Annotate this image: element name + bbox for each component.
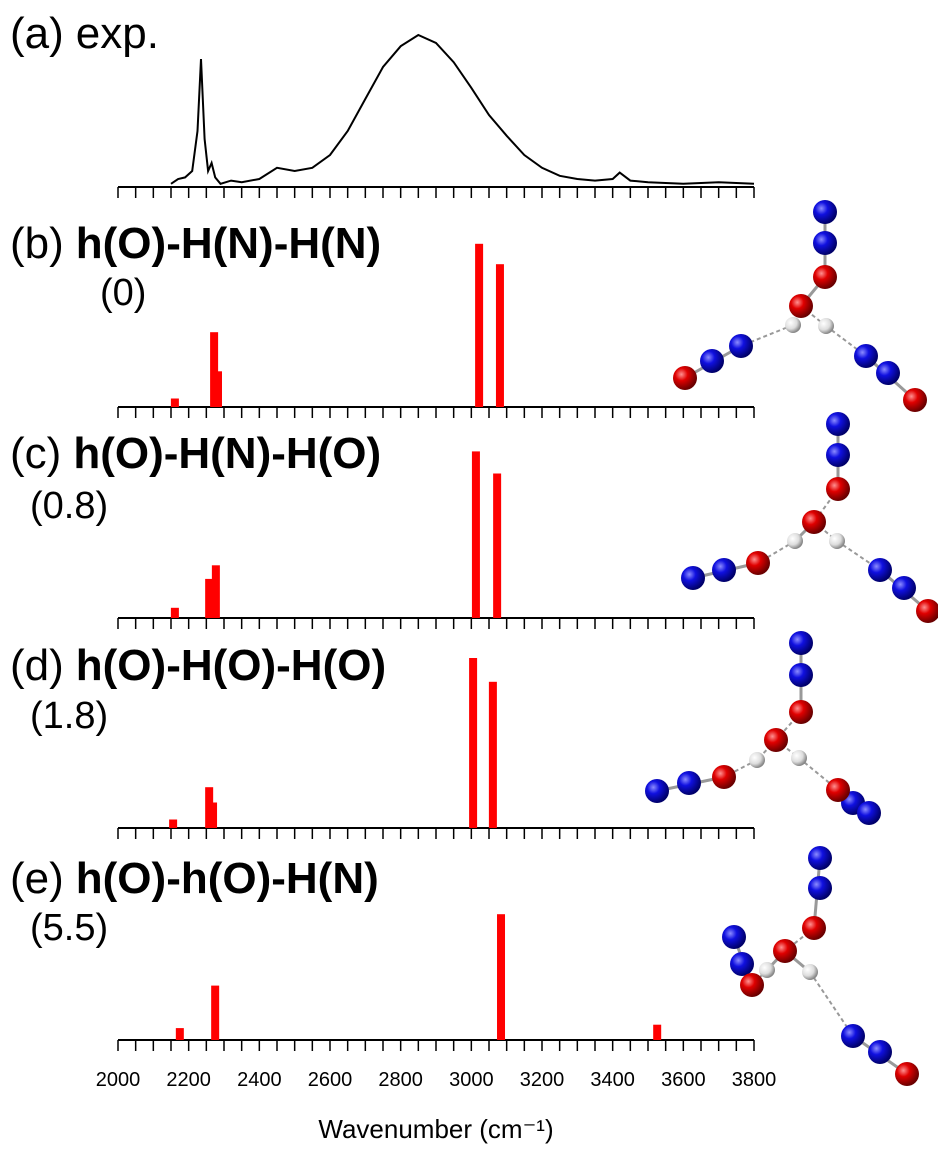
- stick-bar: [472, 451, 480, 618]
- stick-bar: [171, 399, 179, 408]
- oxygen-atom: [764, 728, 788, 752]
- stick-bar: [212, 565, 220, 618]
- nitrogen-atom: [722, 925, 746, 949]
- panel-title: h(O)-h(O)-H(N): [76, 854, 379, 903]
- hydrogen-atom: [759, 962, 775, 978]
- oxygen-atom: [740, 973, 764, 997]
- x-tick-label: 2800: [378, 1069, 423, 1091]
- page: {"chart_data": [ {"type": "line", "label…: [0, 0, 938, 1151]
- nitrogen-atom: [808, 876, 832, 900]
- oxygen-atom: [712, 765, 736, 789]
- stick-bar: [469, 658, 477, 828]
- nitrogen-atom: [813, 200, 837, 224]
- stick-bar: [475, 244, 483, 407]
- nitrogen-atom: [681, 566, 705, 590]
- oxygen-atom: [813, 265, 837, 289]
- panel-title: exp.: [76, 9, 159, 58]
- panel-energy: (5.5): [30, 907, 108, 949]
- stick-bar: [496, 264, 504, 407]
- hydrogen-atom: [749, 752, 765, 768]
- nitrogen-atom: [645, 779, 669, 803]
- panel-title: h(O)-H(O)-H(O): [76, 641, 386, 690]
- stick-bar: [214, 371, 222, 407]
- oxygen-atom: [746, 551, 770, 575]
- hydrogen-atom: [802, 964, 818, 980]
- x-tick-label: 3200: [520, 1069, 565, 1091]
- oxygen-atom: [802, 510, 826, 534]
- panel-label: (a): [10, 9, 64, 58]
- panel-title: h(O)-H(N)-H(N): [76, 219, 381, 268]
- panel-energy: (0): [100, 272, 146, 314]
- oxygen-atom: [673, 366, 697, 390]
- x-tick-label: 2000: [96, 1069, 141, 1091]
- hydrogen-atom: [818, 318, 834, 334]
- stick-bar: [209, 803, 217, 829]
- nitrogen-atom: [857, 801, 881, 825]
- stick-bar: [176, 1028, 184, 1040]
- nitrogen-atom: [868, 1040, 892, 1064]
- oxygen-atom: [903, 388, 927, 412]
- nitrogen-atom: [677, 771, 701, 795]
- nitrogen-atom: [789, 631, 813, 655]
- stick-bar: [171, 608, 179, 618]
- panel-title: h(O)-H(N)-H(O): [73, 429, 381, 478]
- stick-bar: [211, 986, 219, 1040]
- x-tick-label: 3600: [661, 1069, 706, 1091]
- nitrogen-atom: [826, 412, 850, 436]
- oxygen-atom: [789, 700, 813, 724]
- oxygen-atom: [802, 916, 826, 940]
- stick-bar: [653, 1025, 661, 1040]
- nitrogen-atom: [729, 334, 753, 358]
- nitrogen-atom: [730, 952, 754, 976]
- x-tick-label: 2200: [166, 1069, 211, 1091]
- panel-label: (c): [10, 429, 61, 478]
- nitrogen-atom: [808, 846, 832, 870]
- hydrogen-atom: [791, 750, 807, 766]
- oxygen-atom: [895, 1062, 919, 1086]
- oxygen-atom: [773, 939, 797, 963]
- molecule-structures: [645, 200, 938, 1086]
- stick-bar: [169, 820, 177, 829]
- spectrum-line: [171, 35, 754, 184]
- panel-energy: (1.8): [30, 695, 108, 737]
- hydrogen-atom: [785, 317, 801, 333]
- nitrogen-atom: [826, 443, 850, 467]
- x-tick-label: 3000: [449, 1069, 494, 1091]
- nitrogen-atom: [712, 558, 736, 582]
- panel-energy: (0.8): [30, 485, 108, 527]
- panel-label: (d): [10, 641, 64, 690]
- x-tick-label: 2400: [237, 1069, 282, 1091]
- stick-bar: [497, 914, 505, 1040]
- oxygen-atom: [826, 477, 850, 501]
- oxygen-atom: [826, 778, 850, 802]
- stick-bar: [493, 474, 501, 619]
- x-tick-label: 2600: [308, 1069, 353, 1091]
- x-tick-label: 3400: [590, 1069, 635, 1091]
- stick-bar: [489, 682, 497, 828]
- panel-label: (b): [10, 219, 64, 268]
- x-axis-label: Wavenumber (cm⁻¹): [318, 1114, 553, 1144]
- nitrogen-atom: [892, 576, 916, 600]
- nitrogen-atom: [876, 361, 900, 385]
- panel-label: (e): [10, 854, 64, 903]
- oxygen-atom: [789, 294, 813, 318]
- nitrogen-atom: [868, 558, 892, 582]
- nitrogen-atom: [841, 1024, 865, 1048]
- nitrogen-atom: [789, 663, 813, 687]
- figure: (a)exp. (b)h(O)-H(N)-H(N)(0) (c)h(O)-H(N)-…: [0, 0, 938, 1151]
- x-tick-label: 3800: [732, 1069, 777, 1091]
- nitrogen-atom: [854, 344, 878, 368]
- nitrogen-atom: [700, 349, 724, 373]
- hydrogen-atom: [829, 533, 845, 549]
- hydrogen-atom: [787, 533, 803, 549]
- nitrogen-atom: [813, 231, 837, 255]
